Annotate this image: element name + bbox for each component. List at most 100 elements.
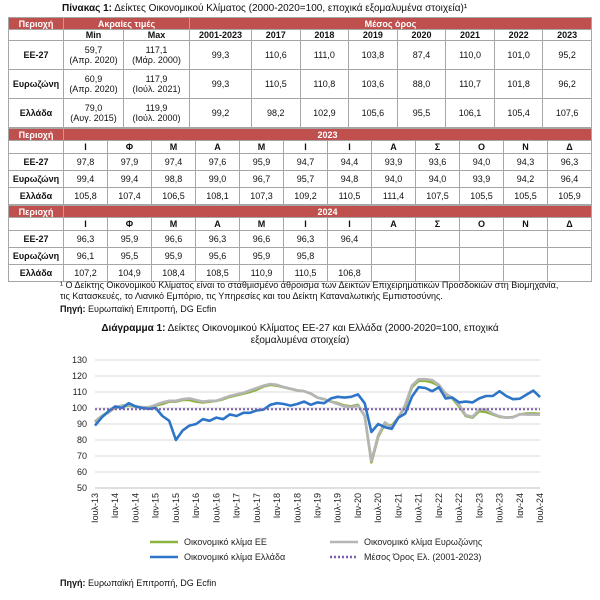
mean-cell: 95,5 xyxy=(396,98,447,128)
month-cell: Σ xyxy=(415,217,460,231)
x-tick-label: Ιαν-15 xyxy=(151,493,161,518)
month-cell: Δ xyxy=(546,140,593,154)
empty-cell xyxy=(8,29,64,41)
y-tick-label: 90 xyxy=(77,419,87,429)
extreme-value: 117,1 xyxy=(145,45,168,55)
x-tick-label: Ιουλ-17 xyxy=(252,493,262,523)
table-title-prefix: Πίνακας 1: xyxy=(62,3,112,14)
tables: Περιοχή Ακραίες τιμές Μέσος όρος Min Max 2001… xyxy=(8,17,593,282)
empty-cell xyxy=(459,230,504,248)
chart-source: Πηγή: Ευρωπαϊκή Επιτροπή, DG Ecfin xyxy=(60,578,216,588)
mean-cell: 103,6 xyxy=(348,69,398,99)
x-tick-label: Ιουλ-14 xyxy=(130,493,140,523)
value-cell: 110,5 xyxy=(327,187,372,205)
extreme-cell: 59,7 (Απρ. 2020) xyxy=(63,40,124,70)
mean-cell: 99,3 xyxy=(189,40,252,70)
legend-label: Οικονομικό κλίμα ΕΕ xyxy=(184,537,267,547)
month-cell: Α xyxy=(195,217,240,231)
header-cell: Μέσος όρος xyxy=(189,17,592,30)
source-label: Πηγή: xyxy=(60,578,86,588)
mean-cell: 102,9 xyxy=(299,98,350,128)
value-cell: 108,4 xyxy=(151,264,196,282)
month-cell: Ο xyxy=(459,217,504,231)
x-tick-label: Ιαν-17 xyxy=(232,493,242,518)
table-title: Πίνακας 1: Δείκτες Οικονομικού Κλίματος … xyxy=(62,3,467,14)
value-cell: 96,4 xyxy=(327,230,372,248)
value-cell: 94,4 xyxy=(327,153,372,171)
y-tick-label: 110 xyxy=(73,387,87,397)
month-cell: Μ xyxy=(151,140,196,154)
series-line xyxy=(94,377,541,463)
value-cell: 94,0 xyxy=(459,153,504,171)
data-row: Ελλάδα 79,0 (Αυγ. 2015) 119,9 (Ιούλ. 2000) 99… xyxy=(8,98,592,128)
month-cell: Ι xyxy=(327,217,372,231)
empty-cell xyxy=(327,247,372,265)
empty-cell xyxy=(546,247,593,265)
mean-cell: 96,2 xyxy=(542,69,592,99)
empty-cell xyxy=(371,230,416,248)
extreme-cell: 60,9 (Απρ. 2020) xyxy=(63,69,124,99)
empty-cell xyxy=(459,264,504,282)
x-tick-label: Ιουλ-15 xyxy=(171,493,181,523)
data-row: Ευρωζώνη 60,9 (Απρ. 2020) 117,9 (Ιούλ. 2021)… xyxy=(8,69,592,99)
mean-cell: 99,3 xyxy=(189,69,252,99)
row-label: Ελλάδα xyxy=(8,98,64,128)
x-tick-label: Ιουλ-22 xyxy=(454,493,464,523)
row-label: ΕΕ-27 xyxy=(8,40,64,70)
x-tick-label: Ιαν-23 xyxy=(474,493,484,518)
value-cell: 97,6 xyxy=(195,153,240,171)
data-row: ΕΕ-27 97,8 97,9 97,4 97,6 95,9 94,7 94,4 93,9 93,… xyxy=(8,153,593,171)
value-cell: 93,6 xyxy=(415,153,460,171)
source-text: Ευρωπαϊκή Επιτροπή, DG Ecfin xyxy=(88,304,217,314)
empty-cell xyxy=(415,247,460,265)
value-cell: 98,8 xyxy=(151,170,196,188)
mean-cell: 103,8 xyxy=(348,40,398,70)
mean-cell: 110,6 xyxy=(251,40,301,70)
table-title-text: Δείκτες Οικονομικού Κλίματος (2000-2020=… xyxy=(114,3,468,14)
month-cell: Μ xyxy=(239,140,284,154)
month-cell: Μ xyxy=(151,217,196,231)
value-cell: 94,8 xyxy=(327,170,372,188)
y-tick-label: 120 xyxy=(72,371,87,381)
data-row: ΕΕ-27 96,3 95,9 96,6 96,3 96,6 96,3 96,4 xyxy=(8,230,593,248)
source-label: Πηγή: xyxy=(60,304,86,314)
month-cell: Ι xyxy=(283,140,328,154)
header-row: Περιοχή 2024 xyxy=(8,205,593,218)
empty-cell xyxy=(8,140,64,154)
value-cell: 107,5 xyxy=(415,187,460,205)
month-cell: Σ xyxy=(415,140,460,154)
value-cell: 96,7 xyxy=(239,170,284,188)
x-tick-label: Ιουλ-23 xyxy=(495,493,505,523)
value-cell: 94,0 xyxy=(415,170,460,188)
value-cell: 96,3 xyxy=(283,230,328,248)
header-cell: 2023 xyxy=(62,128,593,141)
data-row: Ελλάδα 105,8 107,4 106,5 108,1 107,3 109,2 110,… xyxy=(8,187,593,205)
extreme-cell: 119,9 (Ιούλ. 2000) xyxy=(123,98,190,128)
header-cell: Περιοχή xyxy=(8,128,64,141)
mean-cell: 111,0 xyxy=(299,40,350,70)
value-cell: 94,3 xyxy=(503,153,548,171)
empty-cell xyxy=(503,247,548,265)
extreme-cell: 117,9 (Ιούλ. 2021) xyxy=(123,69,190,99)
value-cell: 95,6 xyxy=(195,247,240,265)
empty-cell xyxy=(8,217,64,231)
month-cell: Ν xyxy=(503,140,548,154)
empty-cell xyxy=(459,247,504,265)
subheader-cell: 2022 xyxy=(493,29,544,41)
source-text: Ευρωπαϊκή Επιτροπή, DG Ecfin xyxy=(88,578,217,588)
month-cell: Ι xyxy=(63,140,108,154)
value-cell: 93,9 xyxy=(371,153,416,171)
month-cell: Δ xyxy=(546,217,593,231)
row-label: Ευρωζώνη xyxy=(8,170,64,188)
value-cell: 95,9 xyxy=(239,153,284,171)
footnote: ¹ Ο Δείκτης Οικονομικού Κλίματος είναι τ… xyxy=(60,280,559,301)
value-cell: 107,3 xyxy=(239,187,284,205)
empty-cell xyxy=(415,230,460,248)
mean-cell: 110,8 xyxy=(299,69,350,99)
x-tick-label: Ιαν-21 xyxy=(393,493,403,518)
value-cell: 96,3 xyxy=(546,153,593,171)
series-line xyxy=(94,385,541,442)
value-cell: 97,9 xyxy=(107,153,152,171)
mean-cell: 107,6 xyxy=(542,98,592,128)
